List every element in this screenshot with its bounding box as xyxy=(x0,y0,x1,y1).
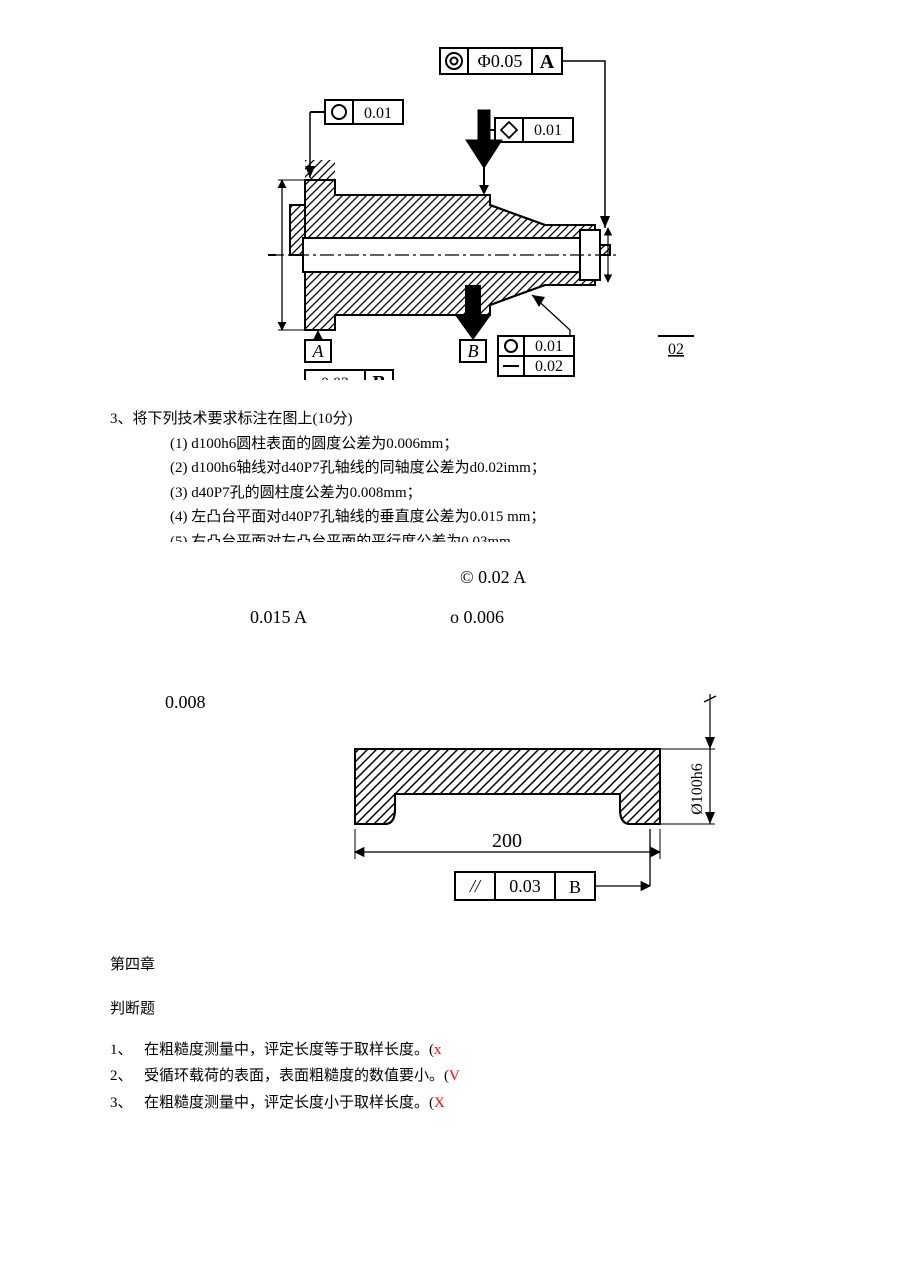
tf-answer: V xyxy=(449,1065,460,1088)
tf-num: 3、 xyxy=(110,1092,144,1115)
datum-b-box: B xyxy=(468,341,479,361)
tf-row: 1、 在粗糙度测量中，评定长度等于取样长度。( x xyxy=(110,1039,810,1062)
q3-items: (1) d100h6圆柱表面的圆度公差为0.006mm； (2) d100h6轴… xyxy=(110,433,810,542)
tf-row: 2、 受循环载荷的表面，表面粗糙度的数值要小。( V xyxy=(110,1065,810,1088)
parallelism-value: 0.03 xyxy=(509,876,541,896)
concentricity-datum: A xyxy=(540,51,555,73)
circ-val: 0.01 xyxy=(535,338,563,355)
figure-1-shaft-gdandt: Φ0.05 A 0.01 0.01 xyxy=(210,40,710,380)
float-cylindricity: 0.008 xyxy=(165,689,206,716)
q3-item: (2) d100h6轴线对d40P7孔轴线的同轴度公差为d0.02imm； xyxy=(170,457,810,480)
bottom-left-b: B xyxy=(372,372,385,380)
runout-value: 0.01 xyxy=(534,122,562,139)
fig2-length: 200 xyxy=(492,830,522,852)
float-circularity: o 0.006 xyxy=(450,604,504,631)
fig2-side-dim: Ø100h6 xyxy=(689,763,706,815)
tf-text: 在粗糙度测量中，评定长度小于取样长度。( xyxy=(144,1092,434,1115)
straight-val: 0.02 xyxy=(535,358,563,375)
float-concentricity: © 0.02 A xyxy=(460,564,526,591)
q3-item: (1) d100h6圆柱表面的圆度公差为0.006mm； xyxy=(170,433,810,456)
detached-02: 02 xyxy=(668,341,684,358)
tf-text: 受循环载荷的表面，表面粗糙度的数值要小。( xyxy=(144,1065,449,1088)
tf-num: 2、 xyxy=(110,1065,144,1088)
tf-list: 1、 在粗糙度测量中，评定长度等于取样长度。( x 2、 受循环载荷的表面，表面… xyxy=(110,1039,810,1115)
tf-heading: 判断题 xyxy=(110,998,810,1021)
chapter-heading: 第四章 xyxy=(110,954,810,977)
q3-item: (5) 右凸台平面对左凸台平面的平行度公差为0.03mm。 xyxy=(170,531,810,542)
tf-num: 1、 xyxy=(110,1039,144,1062)
q3-item: (4) 左凸台平面对d40P7孔轴线的垂直度公差为0.015 mm； xyxy=(170,506,810,529)
concentricity-value: Φ0.05 xyxy=(478,51,523,71)
tf-answer: x xyxy=(434,1039,442,1062)
parallelism-datum: B xyxy=(569,877,581,897)
circularity-top-value: 0.01 xyxy=(364,105,392,122)
tf-answer: X xyxy=(434,1092,445,1115)
float-perpendicularity: 0.015 A xyxy=(250,604,307,631)
bottom-left-value: 0.02 xyxy=(321,375,349,380)
q3-item: (3) d40P7孔的圆柱度公差为0.008mm； xyxy=(170,482,810,505)
tf-row: 3、 在粗糙度测量中，评定长度小于取样长度。( X xyxy=(110,1092,810,1115)
figure-2-disc-section: Ø100h6 200 // 0.03 B xyxy=(180,694,740,934)
q3-heading: 3、将下列技术要求标注在图上(10分) xyxy=(110,408,810,431)
datum-a-box: A xyxy=(312,341,325,361)
floating-labels: © 0.02 A 0.015 A o 0.006 0.008 xyxy=(110,554,810,704)
tf-text: 在粗糙度测量中，评定长度等于取样长度。( xyxy=(144,1039,434,1062)
